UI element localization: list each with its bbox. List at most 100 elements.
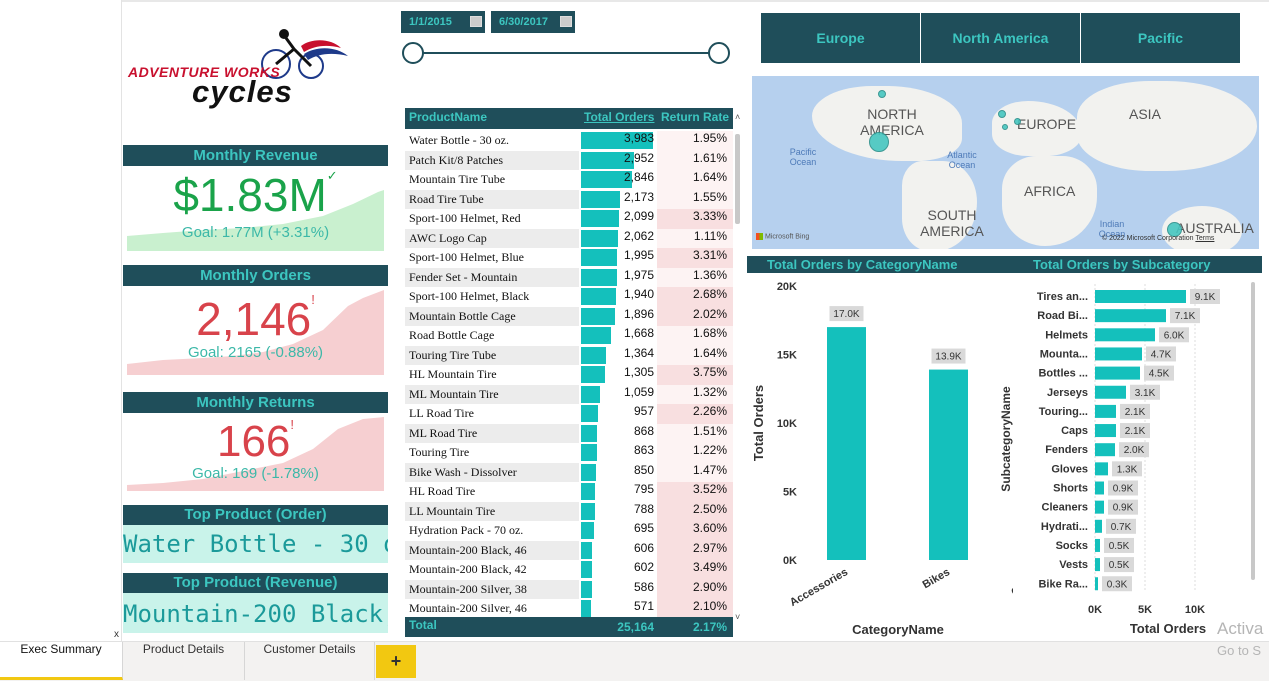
product-name-cell: Fender Set - Mountain [405,267,579,288]
scroll-up-icon[interactable]: ˄ [735,112,741,122]
map-bubble[interactable] [878,90,886,98]
tab-customer-details[interactable]: Customer Details [245,642,375,680]
product-name-cell: Mountain Bottle Cage [405,306,579,327]
tab-product-details[interactable]: Product Details [123,642,245,680]
orders-value: 957 [633,404,654,418]
date-slider-start-handle[interactable] [402,42,424,64]
table-row[interactable]: Mountain-200 Black, 42 602 3.49% [405,560,733,580]
table-row[interactable]: Sport-100 Helmet, Blue 1,995 3.31% [405,248,733,268]
table-row[interactable]: Fender Set - Mountain 1,975 1.36% [405,267,733,288]
return-rate-cell: 1.47% [657,462,733,483]
orders-map[interactable]: NORTH AMERICA EUROPE ASIA AFRICA SOUTH A… [752,76,1259,249]
date-range-slider-track[interactable] [413,52,719,54]
total-orders-cell: 2,846 [579,170,657,190]
calendar-icon[interactable] [560,16,572,27]
col-header-return-rate[interactable]: Return Rate [661,110,730,124]
start-date-input[interactable]: 1/1/2015 [401,11,485,33]
map-bubble[interactable] [1014,118,1021,125]
scroll-thumb[interactable] [735,134,740,224]
category-chart-title: Total Orders by CategoryName [747,256,1013,273]
table-row[interactable]: AWC Logo Cap 2,062 1.11% [405,228,733,249]
orders-data-bar [581,327,612,344]
table-row[interactable]: LL Mountain Tire 788 2.50% [405,501,733,522]
data-label-box [829,306,864,322]
date-slider-end-handle[interactable] [708,42,730,64]
product-name-cell: HL Road Tire [409,484,476,498]
orders-data-bar [581,483,596,500]
data-label: 1.3K [1117,464,1138,475]
orders-data-bar [581,229,619,247]
table-row[interactable]: Sport-100 Helmet, Red 2,099 3.33% [405,209,733,229]
table-row[interactable]: Bike Wash - Dissolver 850 1.47% [405,462,733,483]
table-row[interactable]: Sport-100 Helmet, Black 1,940 2.68% [405,287,733,307]
map-bubble[interactable] [1167,222,1182,237]
table-row[interactable]: HL Road Tire 795 3.52% [405,482,733,502]
table-row[interactable]: Mountain-200 Silver, 38 586 2.90% [405,579,733,600]
x-tick-label: Accessories [788,566,850,609]
tab-exec-summary[interactable]: Exec Summary x [0,629,123,680]
table-row[interactable]: HL Mountain Tire 1,305 3.75% [405,365,733,385]
y-tick-label: Helmets [1045,329,1088,341]
orders-data-bar [581,346,606,364]
table-row[interactable]: Water Bottle - 30 oz. 3,983 1.95% [405,131,733,151]
table-row[interactable]: LL Road Tire 957 2.26% [405,404,733,424]
calendar-icon[interactable] [470,16,482,27]
x-axis-title: CategoryName [852,622,944,637]
table-row[interactable]: ML Road Tire 868 1.51% [405,423,733,444]
table-row[interactable]: Touring Tire 863 1.22% [405,443,733,463]
col-header-total-orders[interactable]: Total Orders [584,110,655,124]
x-tick-label: 10K [1185,604,1205,616]
add-page-button[interactable]: + [376,645,416,678]
table-scrollbar[interactable]: ˄ ˅ [733,112,742,622]
region-button-pacific[interactable]: Pacific [1081,13,1240,63]
product-name-cell: AWC Logo Cap [405,228,579,249]
data-label: 13.9K [935,352,961,363]
close-icon[interactable]: x [114,629,119,640]
product-name-cell: Road Bottle Cage [409,328,495,342]
end-date-input[interactable]: 6/30/2017 [491,11,575,33]
subcategory-bar [1095,519,1102,533]
terms-link[interactable]: Terms [1195,235,1215,242]
map-bubble[interactable] [1002,124,1008,130]
category-bar [929,369,968,560]
map-label-south-america: SOUTH AMERICA [920,207,984,239]
region-button-europe[interactable]: Europe [761,13,920,63]
col-header-product[interactable]: ProductName [409,110,488,124]
end-date-text: 6/30/2017 [499,16,548,28]
y-tick-label: Hydrati... [1041,521,1088,533]
return-rate-cell: 1.64% [657,345,733,366]
table-row[interactable]: Mountain Tire Tube 2,846 1.64% [405,170,733,190]
map-bubble[interactable] [998,110,1006,118]
table-row[interactable]: Mountain-200 Silver, 46 571 2.10% [405,599,733,619]
land-africa [1002,156,1097,246]
orders-data-bar [581,190,621,208]
map-bubble[interactable] [869,132,889,152]
orders-data-bar [581,288,617,305]
scroll-down-icon[interactable]: ˅ [735,612,741,622]
map-label-asia: ASIA [1129,106,1161,122]
subcategory-bar [1095,309,1166,323]
map-label-north-america: NORTH AMERICA [860,106,924,138]
chart-scrollbar[interactable] [1251,282,1255,580]
table-row[interactable]: Road Tire Tube 2,173 1.55% [405,189,733,210]
return-rate-cell: 3.31% [657,248,733,268]
x-axis-title: Total Orders [1130,621,1206,636]
table-row[interactable]: Hydration Pack - 70 oz. 695 3.60% [405,521,733,541]
table-row[interactable]: Touring Tire Tube 1,364 1.64% [405,345,733,366]
table-row[interactable]: Patch Kit/8 Patches 2,952 1.61% [405,150,733,171]
region-button-north-america[interactable]: North America [921,13,1080,63]
table-row[interactable]: Mountain Bottle Cage 1,896 2.02% [405,306,733,327]
table-row[interactable]: ML Mountain Tire 1,059 1.32% [405,384,733,405]
page-tabs-bar: Exec Summary x Product Details Customer … [0,619,1269,681]
table-row[interactable]: Mountain-200 Black, 46 606 2.97% [405,540,733,561]
orders-value: 695 [633,521,654,535]
x-tick-label: 0K [1088,604,1102,616]
orders-data-bar [581,151,635,169]
returns-sparkline [127,417,384,491]
copyright-text: © 2022 Microsoft Corporation [1102,235,1194,242]
product-name-cell: ML Road Tire [405,423,579,444]
data-label-box [1159,327,1189,343]
table-row[interactable]: Road Bottle Cage 1,668 1.68% [405,326,733,346]
orders-value: 1,305 [623,365,654,379]
product-name-cell: Sport-100 Helmet, Blue [409,250,524,264]
